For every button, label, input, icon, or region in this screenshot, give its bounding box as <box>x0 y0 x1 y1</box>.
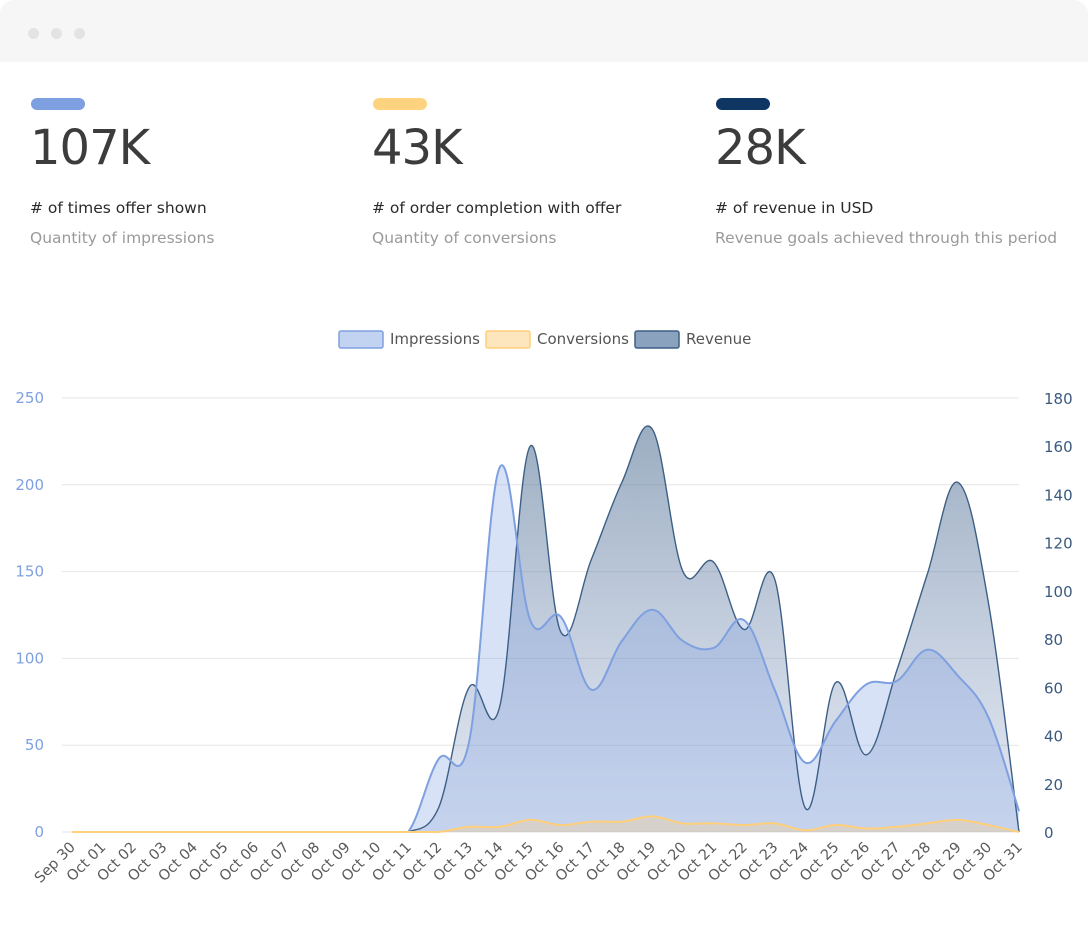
y-left-tick-label: 100 <box>15 649 44 667</box>
y-left-tick-label: 50 <box>25 736 44 754</box>
kpi-value: 28K <box>715 120 806 176</box>
chart-lines <box>71 425 1020 833</box>
y-right-tick-label: 40 <box>1044 728 1063 746</box>
kpi-label: # of revenue in USD <box>715 199 874 217</box>
legend-label[interactable]: Conversions <box>537 330 629 348</box>
kpi-value: 43K <box>372 120 463 176</box>
legend-label[interactable]: Impressions <box>390 330 480 348</box>
window-maximize-dot[interactable] <box>74 28 85 39</box>
kpi-value: 107K <box>30 120 150 176</box>
kpi-label: # of order completion with offer <box>372 199 622 217</box>
y-axis-right: 0 20 40 60 80 100 120 140 160 180 <box>1044 390 1073 842</box>
y-right-tick-label: 180 <box>1044 390 1073 408</box>
window-minimize-dot[interactable] <box>51 28 62 39</box>
y-right-tick-label: 120 <box>1044 535 1073 553</box>
kpi-sublabel: Quantity of conversions <box>372 229 557 247</box>
series-area-revenue <box>72 425 1019 832</box>
legend-swatch[interactable] <box>634 330 680 349</box>
y-right-tick-label: 60 <box>1044 679 1063 697</box>
kpi-color-pill <box>716 98 770 110</box>
series-area-conversions <box>72 816 1019 832</box>
kpi-label: # of times offer shown <box>30 199 207 217</box>
y-right-tick-label: 160 <box>1044 438 1073 456</box>
legend-swatch[interactable] <box>338 330 384 349</box>
y-right-tick-label: 140 <box>1044 486 1073 504</box>
y-left-tick-label: 150 <box>15 563 44 581</box>
series-line-conversions <box>71 815 1020 833</box>
y-right-tick-label: 80 <box>1044 631 1063 649</box>
legend-swatch[interactable] <box>485 330 531 349</box>
chart-legend: Impressions Conversions Revenue <box>338 330 751 349</box>
y-right-tick-label: 100 <box>1044 583 1073 601</box>
chart-areas <box>72 425 1019 832</box>
y-right-tick-label: 20 <box>1044 776 1063 794</box>
kpi-sublabel: Quantity of impressions <box>30 229 215 247</box>
kpi-conversions: 43K # of order completion with offer Qua… <box>372 98 712 248</box>
kpi-color-pill <box>31 98 85 110</box>
legend-label[interactable]: Revenue <box>686 330 751 348</box>
kpi-sublabel: Revenue goals achieved through this peri… <box>715 229 1058 247</box>
kpi-impressions: 107K # of times offer shown Quantity of … <box>30 98 370 248</box>
y-left-tick-label: 0 <box>34 823 44 841</box>
kpi-color-pill <box>373 98 427 110</box>
window-close-dot[interactable] <box>28 28 39 39</box>
title-bar <box>0 0 1088 62</box>
y-right-tick-label: 0 <box>1044 824 1054 842</box>
y-left-tick-label: 250 <box>15 389 44 407</box>
y-left-tick-label: 200 <box>15 476 44 494</box>
y-axis-left: 0 50 100 150 200 250 <box>15 389 44 841</box>
series-area-impressions <box>72 465 1019 832</box>
kpi-revenue: 28K # of revenue in USD Revenue goals ac… <box>715 98 1075 248</box>
